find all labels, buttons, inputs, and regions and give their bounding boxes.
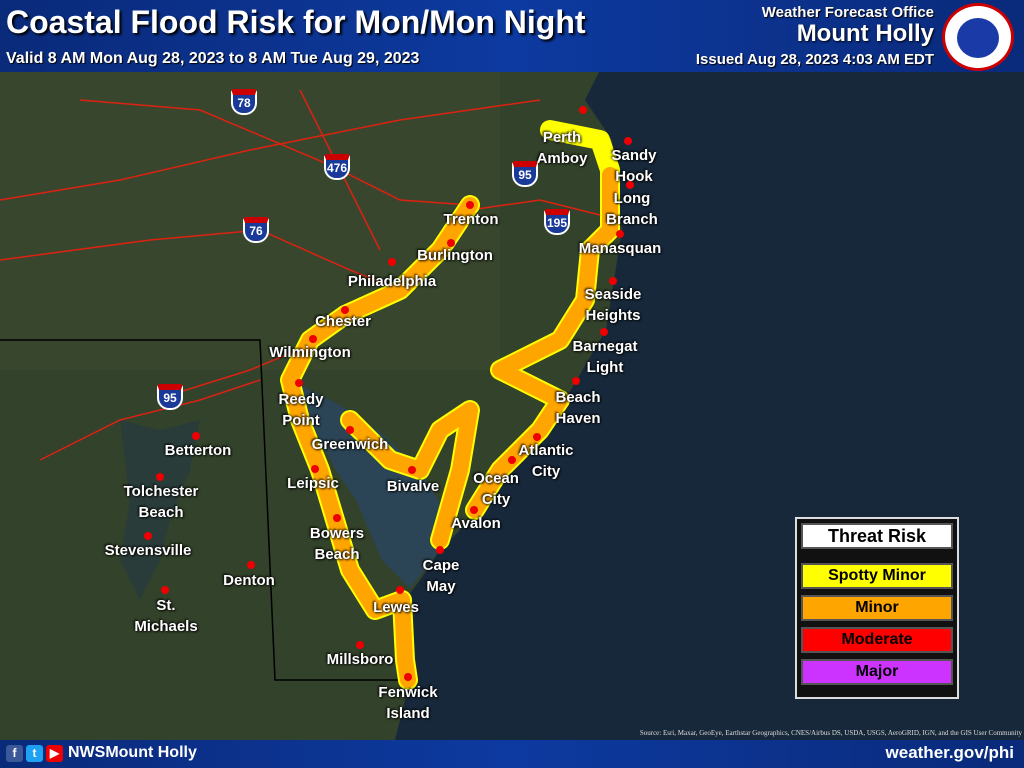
city-marker (466, 201, 474, 209)
city-marker (192, 432, 200, 440)
footer: f t ▶ NWSMount Holly weather.gov/phi (0, 740, 1024, 768)
city-label: Denton (223, 572, 275, 589)
city-label: Lewes (373, 599, 419, 616)
office-label: Weather Forecast Office (761, 4, 934, 21)
city-marker (572, 377, 580, 385)
interstate-shield-icon: 95 (512, 161, 538, 187)
city-label: Avalon (451, 515, 501, 532)
delaware-bay (300, 385, 450, 588)
city-marker (295, 379, 303, 387)
city-label: Stevensville (104, 542, 192, 559)
city-label: Burlington (417, 247, 493, 264)
interstate-shield-icon: 95 (157, 384, 183, 410)
city-marker (388, 258, 396, 266)
city-label: Fenwick Island (378, 684, 438, 722)
twitter-icon[interactable]: t (26, 745, 43, 762)
city-marker (161, 586, 169, 594)
city-label: Atlantic City (518, 442, 574, 480)
city-marker (341, 306, 349, 314)
city-marker (600, 328, 608, 336)
city-label: Tolchester Beach (123, 483, 199, 521)
city-label: St. Michaels (134, 597, 198, 635)
interstate-shield-icon: 76 (243, 217, 269, 243)
interstate-shield-icon: 78 (231, 89, 257, 115)
city-label: Trenton (443, 211, 499, 228)
city-label: Chester (315, 313, 371, 330)
city-label: Seaside Heights (584, 286, 642, 324)
state-border (0, 339, 400, 681)
city-label: Millsboro (326, 651, 394, 668)
city-marker (626, 181, 634, 189)
social-handle: NWSMount Holly (68, 744, 197, 761)
header: Coastal Flood Risk for Mon/Mon Night Val… (0, 0, 1024, 72)
city-label: Ocean City (473, 470, 519, 508)
legend: Threat Risk Spotty Minor Minor Moderate … (795, 517, 959, 699)
facebook-icon[interactable]: f (6, 745, 23, 762)
city-marker (404, 673, 412, 681)
city-marker (609, 277, 617, 285)
city-label: Long Branch (606, 190, 658, 228)
legend-title: Threat Risk (801, 523, 953, 549)
youtube-icon[interactable]: ▶ (46, 745, 63, 762)
city-label: Bivalve (386, 478, 440, 495)
valid-period: Valid 8 AM Mon Aug 28, 2023 to 8 AM Tue … (6, 50, 420, 67)
city-label: Sandy Hook (611, 147, 657, 185)
city-marker (144, 532, 152, 540)
city-label: Cape May (422, 557, 460, 595)
city-marker (616, 230, 624, 238)
city-marker (470, 506, 478, 514)
city-label: Bowers Beach (309, 525, 365, 563)
city-marker (408, 466, 416, 474)
city-marker (247, 561, 255, 569)
city-marker (447, 239, 455, 247)
city-marker (436, 546, 444, 554)
city-label: Greenwich (311, 436, 389, 453)
website-link[interactable]: weather.gov/phi (885, 743, 1014, 762)
city-marker (396, 586, 404, 594)
city-marker (508, 456, 516, 464)
city-marker (356, 641, 364, 649)
city-label: Reedy Point (278, 391, 324, 429)
city-label: Perth Amboy (536, 129, 588, 167)
legend-spotty-minor: Spotty Minor (801, 563, 953, 589)
city-label: Philadelphia (347, 273, 437, 290)
interstate-shield-icon: 195 (544, 209, 570, 235)
city-marker (346, 426, 354, 434)
city-label: Betterton (164, 442, 232, 459)
legend-minor: Minor (801, 595, 953, 621)
city-marker (624, 137, 632, 145)
interstate-shield-icon: 476 (324, 154, 350, 180)
chesapeake-bay (120, 420, 200, 600)
city-label: Leipsic (287, 475, 339, 492)
legend-moderate: Moderate (801, 627, 953, 653)
city-marker (311, 465, 319, 473)
city-marker (309, 335, 317, 343)
page-title: Coastal Flood Risk for Mon/Mon Night (6, 4, 586, 40)
legend-major: Major (801, 659, 953, 685)
city-label: Manasquan (578, 240, 662, 257)
city-marker (579, 106, 587, 114)
city-label: Beach Haven (555, 389, 601, 427)
city-label: Wilmington (269, 344, 351, 361)
source-attribution: Source: Esri, Maxar, GeoEye, Earthstar G… (639, 729, 1022, 737)
issued-time: Issued Aug 28, 2023 4:03 AM EDT (695, 51, 934, 68)
city-marker (533, 433, 541, 441)
city-marker (156, 473, 164, 481)
city-label: Barnegat Light (572, 338, 638, 376)
office-name: Mount Holly (796, 20, 934, 47)
city-marker (333, 514, 341, 522)
nws-logo-icon (942, 3, 1014, 71)
